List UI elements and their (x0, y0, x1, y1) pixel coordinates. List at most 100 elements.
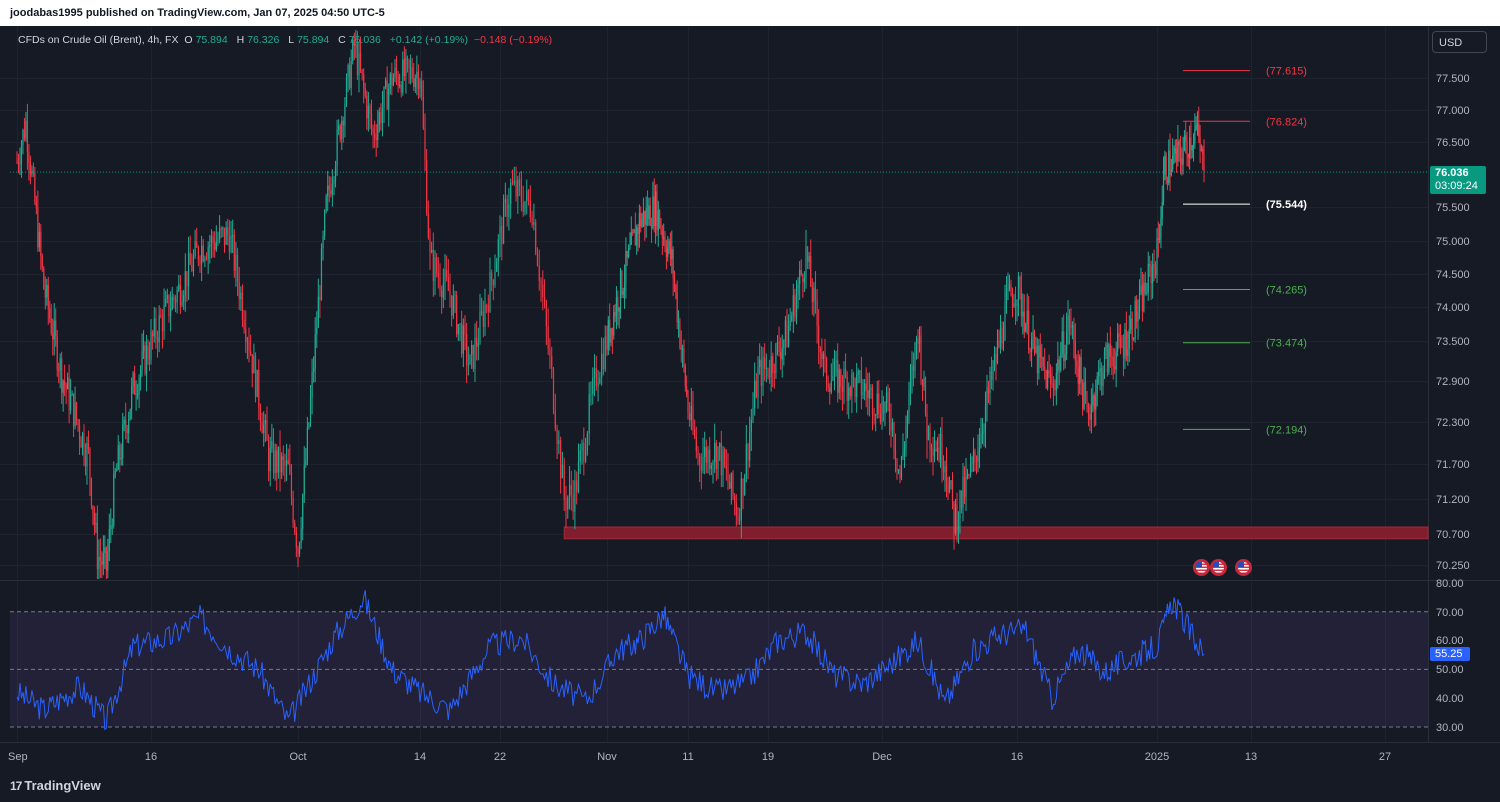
candle-body (1033, 331, 1036, 353)
candle-body (752, 408, 754, 420)
candle-body (114, 471, 116, 475)
candle-body (1070, 327, 1072, 328)
candle-body (649, 205, 651, 226)
fib-level-label: (73.474) (1266, 338, 1307, 350)
candle-body (776, 341, 779, 344)
candle-body (1108, 344, 1110, 372)
candle-body (1020, 287, 1022, 317)
candle-body (909, 378, 912, 390)
candle-body (739, 520, 741, 522)
currency-button[interactable]: USD (1432, 31, 1487, 53)
candle-body (214, 243, 216, 250)
candle-body (173, 296, 175, 300)
candle-body (876, 393, 878, 414)
candle-body (119, 445, 121, 460)
candle-body (71, 393, 73, 396)
candle-body (665, 248, 667, 258)
price-axis-label: 74.000 (1436, 302, 1470, 314)
candle-body (833, 362, 836, 376)
candle-body (334, 166, 337, 180)
candle-body (520, 186, 522, 203)
candle-body (527, 190, 530, 201)
candle-body (1175, 148, 1178, 162)
candle-body (49, 308, 51, 318)
candle-body (330, 189, 332, 195)
candle-body (375, 138, 377, 141)
candle-body (68, 377, 70, 410)
candle-body (1029, 350, 1031, 353)
candle-body (1168, 150, 1170, 183)
candle-body (1150, 265, 1152, 284)
us-flag-event-icon[interactable] (1210, 559, 1227, 576)
candle-body (987, 387, 990, 394)
legend-low: L 75.894 (288, 34, 330, 46)
candle-body (757, 367, 759, 398)
candle-body (1122, 347, 1125, 359)
candle-body (989, 371, 991, 394)
candle-body (712, 462, 714, 466)
candle-body (223, 227, 226, 245)
candle-body (222, 227, 224, 230)
candle-body (1079, 357, 1081, 384)
candle-body (1010, 284, 1012, 296)
us-flag-event-icon[interactable] (1193, 559, 1210, 576)
candle-body (846, 376, 848, 401)
candle-body (560, 440, 562, 479)
candle-body (930, 447, 933, 451)
candle-body (504, 199, 506, 203)
tradingview-logo[interactable]: 17 TradingView (10, 778, 101, 793)
time-axis-label: 13 (1245, 751, 1257, 763)
candle-body (908, 389, 910, 413)
candle-body (285, 460, 288, 467)
candle-body (161, 316, 164, 332)
candle-body (72, 393, 75, 427)
candle-body (250, 350, 252, 355)
candle-body (1102, 372, 1104, 386)
rsi-value-tag: 55.25 (1430, 647, 1470, 661)
us-flag-event-icon[interactable] (1235, 559, 1252, 576)
candle-body (536, 253, 539, 266)
candle-body (730, 472, 732, 489)
candle-body (457, 324, 459, 335)
candle-body (744, 475, 746, 495)
candle-body (911, 365, 913, 379)
candle-body (1001, 327, 1003, 344)
candle-body (497, 239, 499, 262)
candle-body (513, 180, 515, 184)
candle-body (347, 64, 349, 78)
candle-body (1109, 344, 1111, 357)
candle-body (951, 480, 954, 502)
candle-body (810, 255, 812, 287)
rsi-axis-label: 70.00 (1436, 607, 1464, 619)
candle-body (487, 305, 489, 312)
candle-body (893, 422, 895, 451)
candle-body (950, 480, 952, 485)
candle-body (191, 264, 193, 272)
candle-body (464, 325, 466, 335)
candle-body (862, 392, 864, 396)
time-axis-label: 16 (1011, 751, 1023, 763)
candle-body (1156, 237, 1158, 275)
candle-body (1044, 366, 1046, 370)
candle-body (107, 551, 109, 571)
candle-body (802, 274, 804, 283)
candle-body (974, 451, 976, 457)
price-axis-label: 76.500 (1436, 137, 1470, 149)
price-axis-label: 71.200 (1436, 494, 1470, 506)
candle-body (408, 59, 410, 68)
candle-body (199, 260, 201, 264)
candle-body (431, 249, 433, 253)
candle-body (764, 357, 766, 369)
candle-body (890, 421, 892, 431)
candle-body (593, 367, 596, 378)
candle-body (590, 393, 592, 395)
price-axis-label: 71.700 (1436, 459, 1470, 471)
candle-body (120, 457, 122, 460)
candle-body (236, 254, 239, 282)
candle-body (462, 325, 464, 354)
candle-body (806, 246, 809, 262)
candle-body (1026, 310, 1028, 325)
candle-body (20, 145, 23, 164)
candle-body (491, 272, 493, 281)
